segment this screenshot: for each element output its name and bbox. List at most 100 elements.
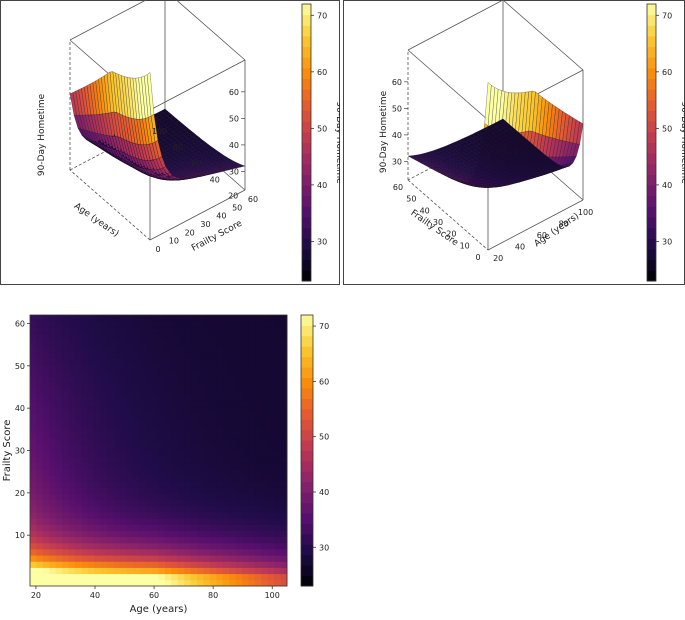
y-tick-label: 60 — [15, 319, 25, 328]
heatmap-cell — [274, 364, 281, 371]
heatmap-cell — [126, 414, 133, 421]
heatmap-cell — [274, 481, 281, 488]
heatmap-cell — [171, 463, 178, 470]
heatmap-cell — [62, 377, 69, 384]
heatmap-cell — [146, 426, 153, 433]
heatmap-cell — [197, 451, 204, 458]
heatmap-cell — [261, 333, 268, 340]
heatmap-cell — [274, 543, 281, 550]
heatmap-cell — [255, 512, 262, 519]
heatmap-cell — [216, 407, 223, 414]
heatmap-cell — [101, 487, 108, 494]
heatmap-cell — [223, 549, 230, 556]
colorbar-segment — [302, 36, 311, 47]
heatmap-cell — [255, 475, 262, 482]
heatmap-cell — [120, 352, 127, 359]
heatmap-cell — [159, 555, 166, 562]
heatmap-cell — [56, 438, 63, 445]
heatmap-cell — [49, 414, 56, 421]
heatmap-cell — [88, 518, 95, 525]
heatmap-cell — [94, 487, 101, 494]
heatmap-cell — [268, 364, 275, 371]
heatmap-cell — [274, 377, 281, 384]
heatmap-cell — [88, 364, 95, 371]
heatmap-cell — [81, 506, 88, 513]
heatmap-cell — [210, 352, 217, 359]
heatmap-cell — [210, 358, 217, 365]
heatmap-cell — [274, 401, 281, 408]
heatmap-cell — [255, 432, 262, 439]
heatmap-cell — [242, 531, 249, 538]
heatmap-cell — [43, 481, 50, 488]
heatmap-cell — [62, 383, 69, 390]
heatmap-cell — [56, 352, 63, 359]
heatmap-cell — [107, 463, 114, 470]
heatmap-cell — [281, 414, 288, 421]
heatmap-cell — [197, 574, 204, 581]
heatmap-cell — [114, 481, 121, 488]
heatmap-cell — [43, 315, 50, 322]
heatmap-cell — [171, 383, 178, 390]
heatmap-cell — [49, 555, 56, 562]
heatmap-cell — [268, 407, 275, 414]
heatmap-cell — [261, 420, 268, 427]
heatmap-cell — [133, 512, 140, 519]
colorbar-segment — [647, 36, 656, 47]
heatmap-cell — [229, 333, 236, 340]
heatmap-cell — [178, 364, 185, 371]
heatmap-cell — [69, 500, 76, 507]
heatmap-cell — [56, 561, 63, 568]
heatmap-cell — [203, 512, 210, 519]
heatmap-cell — [107, 555, 114, 562]
heatmap-cell — [274, 512, 281, 519]
heatmap-cell — [171, 352, 178, 359]
heatmap-cell — [229, 389, 236, 396]
heatmap-cell — [184, 574, 191, 581]
heatmap-cell — [139, 500, 146, 507]
heatmap-cell — [133, 475, 140, 482]
heatmap-cell — [223, 506, 230, 513]
heatmap-cell — [120, 451, 127, 458]
heatmap-cell — [178, 518, 185, 525]
heatmap-cell — [261, 457, 268, 464]
colorbar-segment — [302, 89, 311, 100]
heatmap-cell — [210, 383, 217, 390]
heatmap-cell — [242, 444, 249, 451]
heatmap-cell — [69, 340, 76, 347]
heatmap-cell — [274, 457, 281, 464]
heatmap-cell — [242, 426, 249, 433]
heatmap-cell — [191, 543, 198, 550]
heatmap-cell — [281, 383, 288, 390]
heatmap-cell — [184, 457, 191, 464]
heatmap-cell — [107, 321, 114, 328]
heatmap-cell — [268, 524, 275, 531]
heatmap-cell — [197, 500, 204, 507]
heatmap-cell — [107, 377, 114, 384]
heatmap-cell — [62, 537, 69, 544]
heatmap-cell — [248, 401, 255, 408]
heatmap-cell — [43, 512, 50, 519]
heatmap-cell — [210, 321, 217, 328]
heatmap-cell — [133, 543, 140, 550]
heatmap-cell — [229, 524, 236, 531]
heatmap-cell — [43, 321, 50, 328]
heatmap-cell — [261, 414, 268, 421]
colorbar-segment — [647, 121, 656, 132]
colorbar-segment — [302, 79, 311, 90]
heatmap-cell — [133, 315, 140, 322]
heatmap-cell — [159, 438, 166, 445]
heatmap-cell — [191, 487, 198, 494]
heatmap-cell — [203, 370, 210, 377]
heatmap-cell — [101, 395, 108, 402]
colorbar-segment — [302, 217, 311, 228]
heatmap-cell — [49, 568, 56, 575]
heatmap-cell — [197, 463, 204, 470]
heatmap-cell — [69, 395, 76, 402]
heatmap-cell — [236, 574, 243, 581]
heatmap-cell — [62, 531, 69, 538]
heatmap-cell — [62, 512, 69, 519]
colorbar-segment — [647, 270, 656, 281]
heatmap-cell — [43, 457, 50, 464]
x-axis-label: Age (years) — [72, 201, 120, 239]
colorbar-segment — [647, 111, 656, 122]
